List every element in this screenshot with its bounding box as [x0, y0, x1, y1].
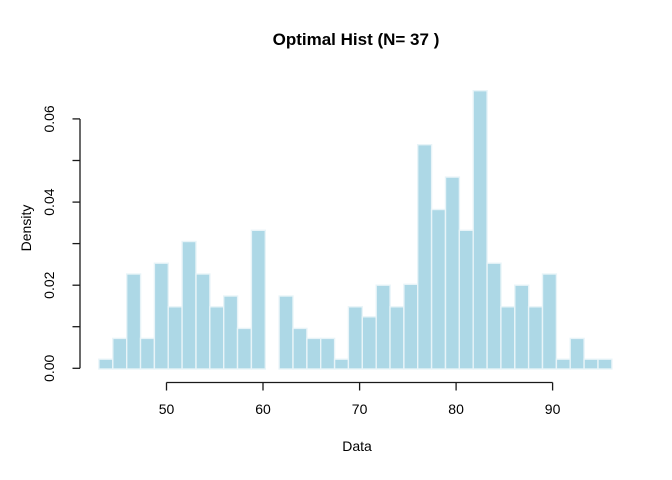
histogram-bar — [236, 327, 253, 370]
chart-title: Optimal Hist (N= 37 ) — [273, 30, 440, 49]
histogram-bar — [569, 337, 585, 370]
histogram-bar — [361, 316, 377, 370]
y-tick-label: 0.04 — [41, 188, 57, 215]
x-tick-label: 80 — [448, 401, 464, 417]
histogram-bar — [500, 306, 516, 370]
histogram-bar — [222, 295, 239, 370]
histogram-bar — [153, 262, 169, 370]
x-tick-label: 50 — [159, 401, 175, 417]
histogram-bar — [125, 273, 142, 370]
histogram-bar — [417, 143, 433, 370]
histogram-bar — [389, 306, 405, 370]
histogram-bar — [541, 273, 558, 370]
y-tick-label: 0.02 — [41, 271, 57, 298]
y-tick-label: 0.06 — [41, 105, 57, 132]
x-axis-title: Data — [342, 438, 372, 454]
histogram-bar — [278, 295, 294, 370]
histogram-bar — [320, 337, 336, 370]
histogram-bar — [458, 229, 474, 370]
x-tick-label: 60 — [255, 401, 271, 417]
histogram-bar — [292, 327, 308, 370]
histogram-bar — [486, 262, 502, 370]
axes-group: 0.00 0.02 0.04 0.06 50 60 70 80 90 — [41, 105, 561, 417]
histogram-bar — [527, 306, 544, 370]
histogram-bar — [555, 358, 572, 370]
y-axis-title: Density — [18, 205, 34, 252]
histogram-bar — [403, 283, 419, 370]
histogram-bar — [209, 306, 225, 370]
histogram-bar — [597, 358, 613, 370]
histogram-bar — [514, 284, 530, 370]
histogram-bar — [139, 337, 156, 370]
histogram-bar — [306, 337, 322, 370]
histogram-bar — [347, 306, 363, 370]
y-tick-label: 0.00 — [41, 354, 57, 381]
histogram-bar — [98, 358, 114, 370]
histogram-bar — [430, 208, 447, 370]
histogram-bar — [195, 273, 211, 370]
histogram-bar — [444, 176, 461, 370]
histogram-bar — [112, 337, 128, 370]
bars-group — [98, 89, 613, 370]
histogram-bar — [333, 358, 350, 370]
histogram-bar — [167, 306, 183, 370]
x-tick-label: 90 — [545, 401, 561, 417]
histogram-bar — [375, 284, 391, 370]
histogram-bar — [583, 358, 599, 370]
histogram-bar — [250, 229, 266, 370]
histogram-bar — [472, 89, 488, 370]
x-tick-label: 70 — [352, 401, 368, 417]
histogram-bar — [181, 240, 197, 370]
